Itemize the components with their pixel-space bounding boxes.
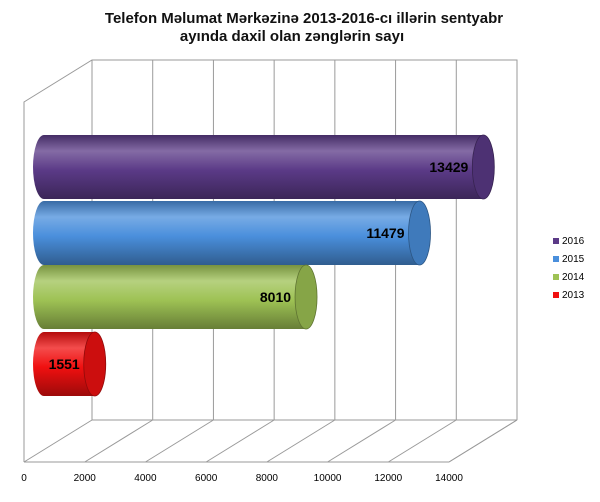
data-label-2014: 8010 [260, 289, 291, 305]
bar-2015 [33, 200, 431, 266]
legend-label-2015: 2015 [562, 254, 585, 265]
gridline-floor [266, 419, 336, 463]
legend-swatch-2016 [553, 238, 559, 244]
gridline-floor [327, 419, 396, 463]
legend: 2016 2015 2014 2013 [553, 236, 585, 301]
chart-title-line-1: Telefon Məlumat Mərkəzinə 2013-2016-cı i… [105, 10, 503, 27]
x-tick-label: 14000 [435, 473, 463, 484]
legend-label-2016: 2016 [562, 236, 585, 247]
data-labels: 13429 11479 8010 1551 [49, 159, 469, 372]
x-tick-label: 8000 [256, 473, 279, 484]
x-axis-ticks: 0 2000 4000 6000 8000 10000 12000 14000 [21, 473, 463, 484]
x-tick-label: 2000 [74, 473, 97, 484]
legend-label-2013: 2013 [562, 290, 585, 301]
data-label-2015: 11479 [366, 225, 404, 241]
legend-swatch-2013 [553, 292, 559, 298]
gridline-floor [145, 419, 214, 463]
x-tick-label: 4000 [134, 473, 157, 484]
x-tick-label: 0 [21, 473, 27, 484]
gridline-floor [23, 419, 93, 463]
x-tick-label: 6000 [195, 473, 218, 484]
bar-2016 [33, 134, 495, 200]
legend-swatch-2014 [553, 274, 559, 280]
gridline-floor [388, 419, 457, 463]
x-tick-label: 10000 [314, 473, 342, 484]
bars [33, 134, 495, 397]
x-tick-label: 12000 [374, 473, 402, 484]
data-label-2013: 1551 [49, 356, 80, 372]
gridline-floor [84, 419, 153, 463]
gridline-floor [448, 419, 518, 463]
data-label-2016: 13429 [429, 159, 468, 175]
legend-label-2014: 2014 [562, 272, 585, 283]
legend-swatch-2015 [553, 256, 559, 262]
chart-title-line-2: ayında daxil olan zənglərin sayı [180, 28, 404, 45]
bar-2014 [33, 264, 318, 330]
bar-2013 [33, 331, 107, 397]
gridline-floor [205, 419, 275, 463]
